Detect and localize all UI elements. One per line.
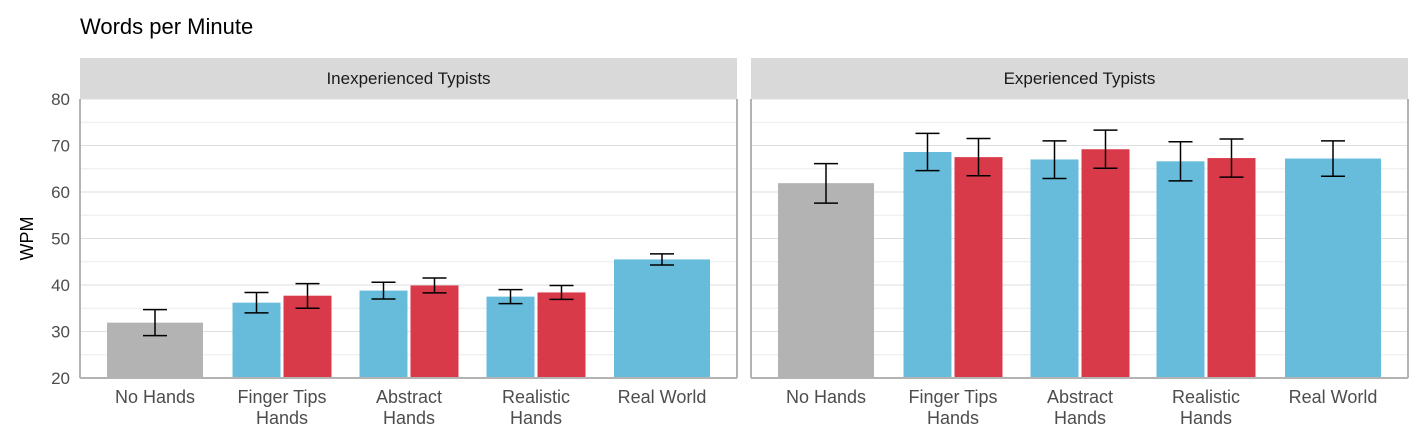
x-tick-label: Realistic Hands	[502, 387, 570, 428]
facet-strip-label: Experienced Typists	[1004, 69, 1156, 88]
bar	[359, 290, 408, 378]
x-tick-label: No Hands	[115, 387, 195, 407]
x-tick-label: Abstract Hands	[1047, 387, 1113, 428]
x-tick-label: Abstract Hands	[376, 387, 442, 428]
y-tick-label: 50	[51, 230, 70, 249]
bar	[614, 259, 710, 378]
x-tick-label: Real World	[618, 387, 707, 407]
facet-strip	[751, 58, 1408, 99]
y-tick-label: 20	[51, 369, 70, 388]
x-tick-label: Realistic Hands	[1172, 387, 1240, 428]
bar	[1156, 161, 1205, 378]
bar	[1207, 158, 1256, 378]
x-tick-label: Finger Tips Hands	[237, 387, 326, 428]
y-tick-label: 60	[51, 183, 70, 202]
x-tick-label: Real World	[1289, 387, 1378, 407]
y-tick-label: 30	[51, 323, 70, 342]
bar	[954, 157, 1003, 378]
bar	[778, 183, 874, 378]
facet-strip-label: Inexperienced Typists	[326, 69, 490, 88]
bar	[1285, 158, 1381, 378]
bar	[283, 295, 332, 378]
bar	[232, 302, 281, 378]
y-tick-label: 40	[51, 276, 70, 295]
y-axis-label: WPM	[17, 217, 37, 261]
bar	[1081, 149, 1130, 378]
chart-title: Words per Minute	[80, 14, 254, 39]
bar	[1030, 159, 1079, 378]
bar	[410, 285, 459, 378]
y-tick-label: 70	[51, 137, 70, 156]
y-tick-label: 80	[51, 90, 70, 109]
bar	[903, 152, 952, 378]
x-tick-label: No Hands	[786, 387, 866, 407]
facet-strip	[80, 58, 737, 99]
x-tick-label: Finger Tips Hands	[908, 387, 997, 428]
bar	[486, 296, 535, 378]
bar	[537, 292, 586, 378]
